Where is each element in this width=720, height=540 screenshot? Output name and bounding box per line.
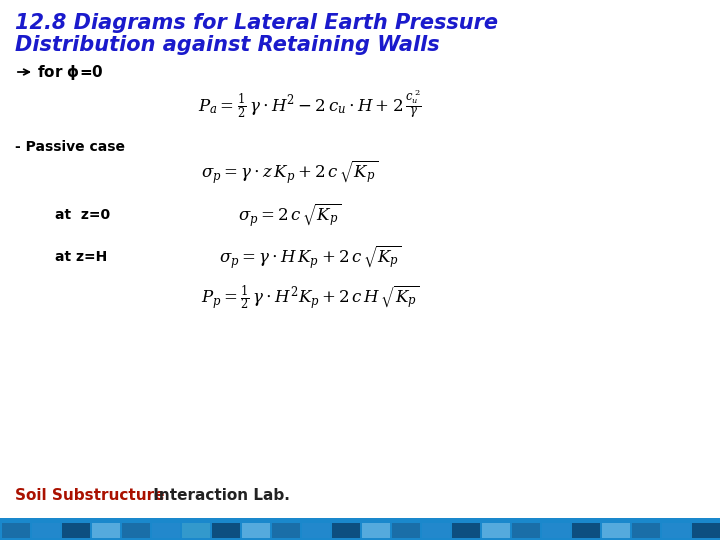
Text: $\sigma_p = \gamma \cdot z\,K_p + 2\,c\,\sqrt{K_p}$: $\sigma_p = \gamma \cdot z\,K_p + 2\,c\,… (202, 158, 379, 186)
Bar (572, 523, 600, 538)
Bar (542, 523, 570, 538)
Text: Interaction Lab.: Interaction Lab. (148, 488, 290, 503)
Bar (632, 523, 660, 538)
Bar (92, 523, 120, 538)
Bar (122, 523, 150, 538)
Bar (152, 523, 180, 538)
Bar (182, 523, 210, 538)
Bar (62, 523, 90, 538)
Text: Distribution against Retaining Walls: Distribution against Retaining Walls (15, 35, 440, 55)
Bar (452, 523, 480, 538)
Text: Soil Substructure: Soil Substructure (15, 488, 164, 503)
Bar (512, 523, 540, 538)
Text: $\sigma_p = \gamma \cdot H\,K_p + 2\,c\,\sqrt{K_p}$: $\sigma_p = \gamma \cdot H\,K_p + 2\,c\,… (219, 244, 402, 271)
Text: at z=H: at z=H (55, 250, 107, 264)
Bar (422, 523, 450, 538)
Bar (32, 523, 60, 538)
Bar (662, 523, 690, 538)
Text: $\sigma_p = 2\,c\,\sqrt{K_p}$: $\sigma_p = 2\,c\,\sqrt{K_p}$ (238, 201, 341, 229)
Bar (362, 523, 390, 538)
Text: $P_a = \frac{1}{2}\,\gamma \cdot H^2 - 2\,c_u \cdot H + 2\,\frac{c_u^{\;2}}{\gam: $P_a = \frac{1}{2}\,\gamma \cdot H^2 - 2… (198, 89, 422, 121)
Text: at  z=0: at z=0 (55, 208, 110, 222)
Bar (242, 523, 270, 538)
Bar (302, 523, 330, 538)
Bar (692, 523, 720, 538)
Bar (272, 523, 300, 538)
Text: for $\mathbf{\phi}$=0: for $\mathbf{\phi}$=0 (37, 63, 104, 82)
Bar (392, 523, 420, 538)
Text: $P_p = \frac{1}{2}\,\gamma \cdot H^2 K_p + 2\,c\,H\,\sqrt{K_p}$: $P_p = \frac{1}{2}\,\gamma \cdot H^2 K_p… (201, 283, 419, 311)
Bar (602, 523, 630, 538)
Bar (332, 523, 360, 538)
Bar (482, 523, 510, 538)
Text: 12.8 Diagrams for Lateral Earth Pressure: 12.8 Diagrams for Lateral Earth Pressure (15, 13, 498, 33)
Bar (2, 523, 30, 538)
Text: - Passive case: - Passive case (15, 140, 125, 154)
Bar (0, 518, 720, 540)
Bar (212, 523, 240, 538)
